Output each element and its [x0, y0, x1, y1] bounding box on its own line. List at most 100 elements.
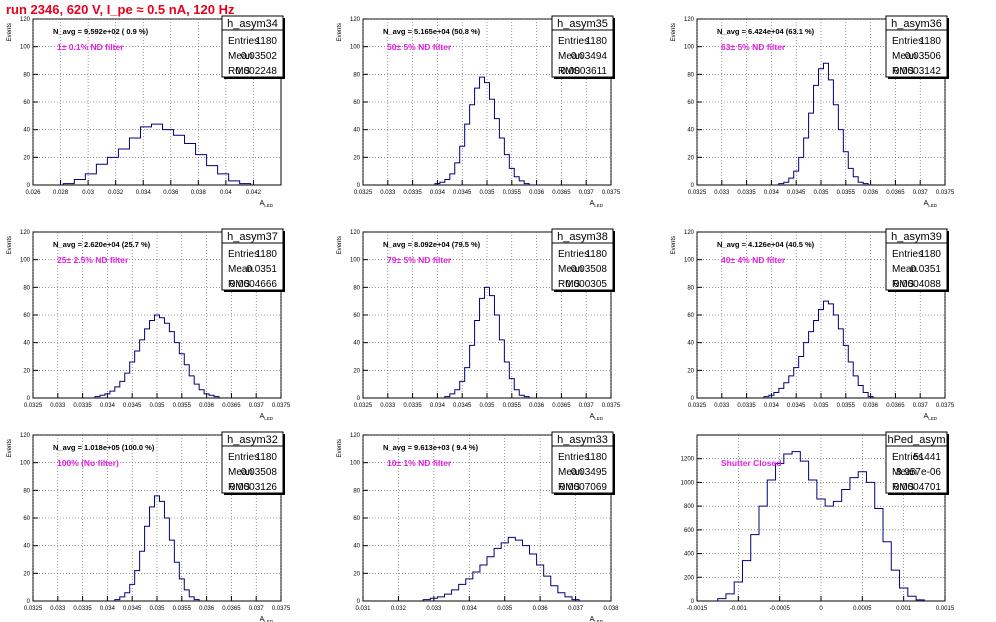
x-tick-label: 0.036: [529, 403, 545, 409]
histogram-title: h_asym36: [891, 18, 942, 30]
y-tick-label: 60: [353, 516, 360, 522]
x-tick-label: 0.0325: [688, 190, 707, 196]
x-tick-label: 0.033: [426, 606, 442, 612]
x-tick-label: 0.028: [53, 190, 69, 196]
stat-value: 0.0351: [246, 264, 277, 275]
x-tick-label: 0.0355: [503, 190, 522, 196]
x-tick-label: 0.0375: [936, 403, 955, 409]
x-tick-label: 0.0355: [503, 403, 522, 409]
histogram-panel-h_asym35: 0.0325 0.033 0.0335 0.034 0.0345 0.035 0.0355 0…: [337, 15, 621, 208]
x-tick-label: 0.037: [579, 190, 595, 196]
x-tick-label: 0.037: [579, 403, 595, 409]
x-tick-label: -0.0015: [687, 606, 708, 612]
stat-value: 0.000305: [565, 279, 607, 290]
stat-name: Entries: [228, 452, 259, 463]
x-tick-label: 0.0325: [688, 403, 707, 409]
stat-value: 1180: [919, 249, 941, 260]
stat-name: Mean: [558, 51, 583, 62]
y-tick-label: 0: [27, 396, 31, 402]
x-tick-label: 0.036: [199, 606, 215, 612]
x-axis-label: ALED: [924, 200, 938, 208]
histogram-panel-h_asym37: 0.0325 0.033 0.0335 0.034 0.0345 0.035 0.0355 0…: [7, 228, 291, 421]
stats-box: [885, 431, 948, 494]
x-tick-label: 0.0375: [936, 190, 955, 196]
y-tick-label: 20: [687, 368, 694, 374]
x-tick-label: 0.035: [813, 190, 829, 196]
x-tick-label: 0.0345: [787, 190, 806, 196]
x-tick-label: 0.036: [529, 190, 545, 196]
stat-name: RMS: [892, 66, 915, 77]
stat-value: 0.0003611: [560, 66, 607, 77]
x-tick-label: 0: [819, 606, 823, 612]
y-tick-label: 0: [691, 599, 695, 605]
histogram-panel-h_asym36: 0.0325 0.033 0.0335 0.034 0.0345 0.035 0.0355 0…: [671, 15, 955, 208]
histogram-line: [778, 62, 869, 185]
x-tick-label: 0.038: [603, 606, 619, 612]
filter-label: 25± 2.5% ND filter: [57, 255, 129, 265]
y-tick-label: 20: [23, 368, 30, 374]
x-tick-label: 0.0335: [73, 403, 92, 409]
y-tick-label: 100: [350, 45, 361, 51]
x-tick-label: 0.035: [149, 606, 165, 612]
y-tick-label: 800: [684, 504, 695, 510]
x-tick-label: 0.0355: [837, 190, 856, 196]
x-tick-label: -0.001: [730, 606, 748, 612]
filter-label: 63± 5% ND filter: [721, 42, 786, 52]
histogram-title: h_asym35: [557, 18, 608, 30]
y-tick-label: 60: [23, 100, 30, 106]
x-tick-label: 0.0335: [737, 403, 756, 409]
histogram-line: [444, 286, 530, 398]
y-axis-label: Events: [7, 23, 13, 41]
x-tick-label: 0.0375: [272, 403, 291, 409]
navg-note: N_avg = 8.092e+04 (79.5 %): [383, 240, 481, 249]
y-tick-label: 100: [684, 45, 695, 51]
filter-label: 10± 1% ND filter: [387, 458, 452, 468]
x-tick-label: 0.037: [249, 606, 265, 612]
y-tick-label: 80: [353, 72, 360, 78]
x-tick-label: 0.034: [100, 403, 116, 409]
y-tick-label: 60: [687, 313, 694, 319]
x-tick-label: 0.0365: [886, 403, 905, 409]
y-tick-label: 1000: [681, 480, 695, 486]
y-axis-label: Events: [7, 236, 13, 254]
x-tick-label: 0.0355: [173, 403, 192, 409]
filter-label: 1± 0.1% ND filter: [57, 42, 124, 52]
stat-value: 0.03508: [241, 467, 278, 478]
stat-value: 0.0351: [910, 264, 941, 275]
y-tick-label: 0: [691, 183, 695, 189]
x-tick-label: 0.036: [163, 190, 179, 196]
histogram-title: h_asym38: [557, 231, 608, 243]
navg-note: N_avg = 5.165e+04 (50.8 %): [383, 27, 481, 36]
navg-note: N_avg = 4.126e+04 (40.5 %): [717, 240, 815, 249]
x-tick-label: 0.0375: [272, 606, 291, 612]
x-axis-label: ALED: [260, 616, 274, 622]
x-tick-label: 0.033: [380, 403, 396, 409]
x-tick-label: 0.0355: [173, 606, 192, 612]
stat-name: Mean: [228, 467, 253, 478]
x-axis-label: ALED: [924, 413, 938, 421]
y-tick-label: 80: [23, 285, 30, 291]
stats-box: [885, 228, 948, 291]
y-tick-label: 0: [691, 396, 695, 402]
y-tick-label: 100: [350, 461, 361, 467]
x-tick-label: 0.0325: [24, 606, 43, 612]
y-tick-label: 0: [27, 183, 31, 189]
y-tick-label: 40: [353, 544, 360, 550]
stat-value: 1180: [255, 452, 277, 463]
stat-name: Entries: [558, 36, 589, 47]
stat-name: Entries: [892, 249, 923, 260]
histogram-title: h_asym33: [557, 434, 608, 446]
x-tick-label: 0.04: [220, 190, 232, 196]
navg-note: N_avg = 9.613e+03 ( 9.4 %): [383, 443, 479, 452]
y-tick-label: 120: [350, 17, 361, 23]
x-tick-label: 0.032: [108, 190, 124, 196]
stat-name: RMS: [892, 279, 915, 290]
stats-box: [221, 431, 284, 494]
x-tick-label: 0.0335: [403, 190, 422, 196]
y-axis-label: Events: [337, 23, 343, 41]
y-tick-label: 40: [353, 128, 360, 134]
x-axis-label: ALED: [590, 200, 604, 208]
stat-name: RMS: [558, 279, 581, 290]
stat-name: RMS: [228, 66, 251, 77]
y-tick-label: 40: [23, 544, 30, 550]
